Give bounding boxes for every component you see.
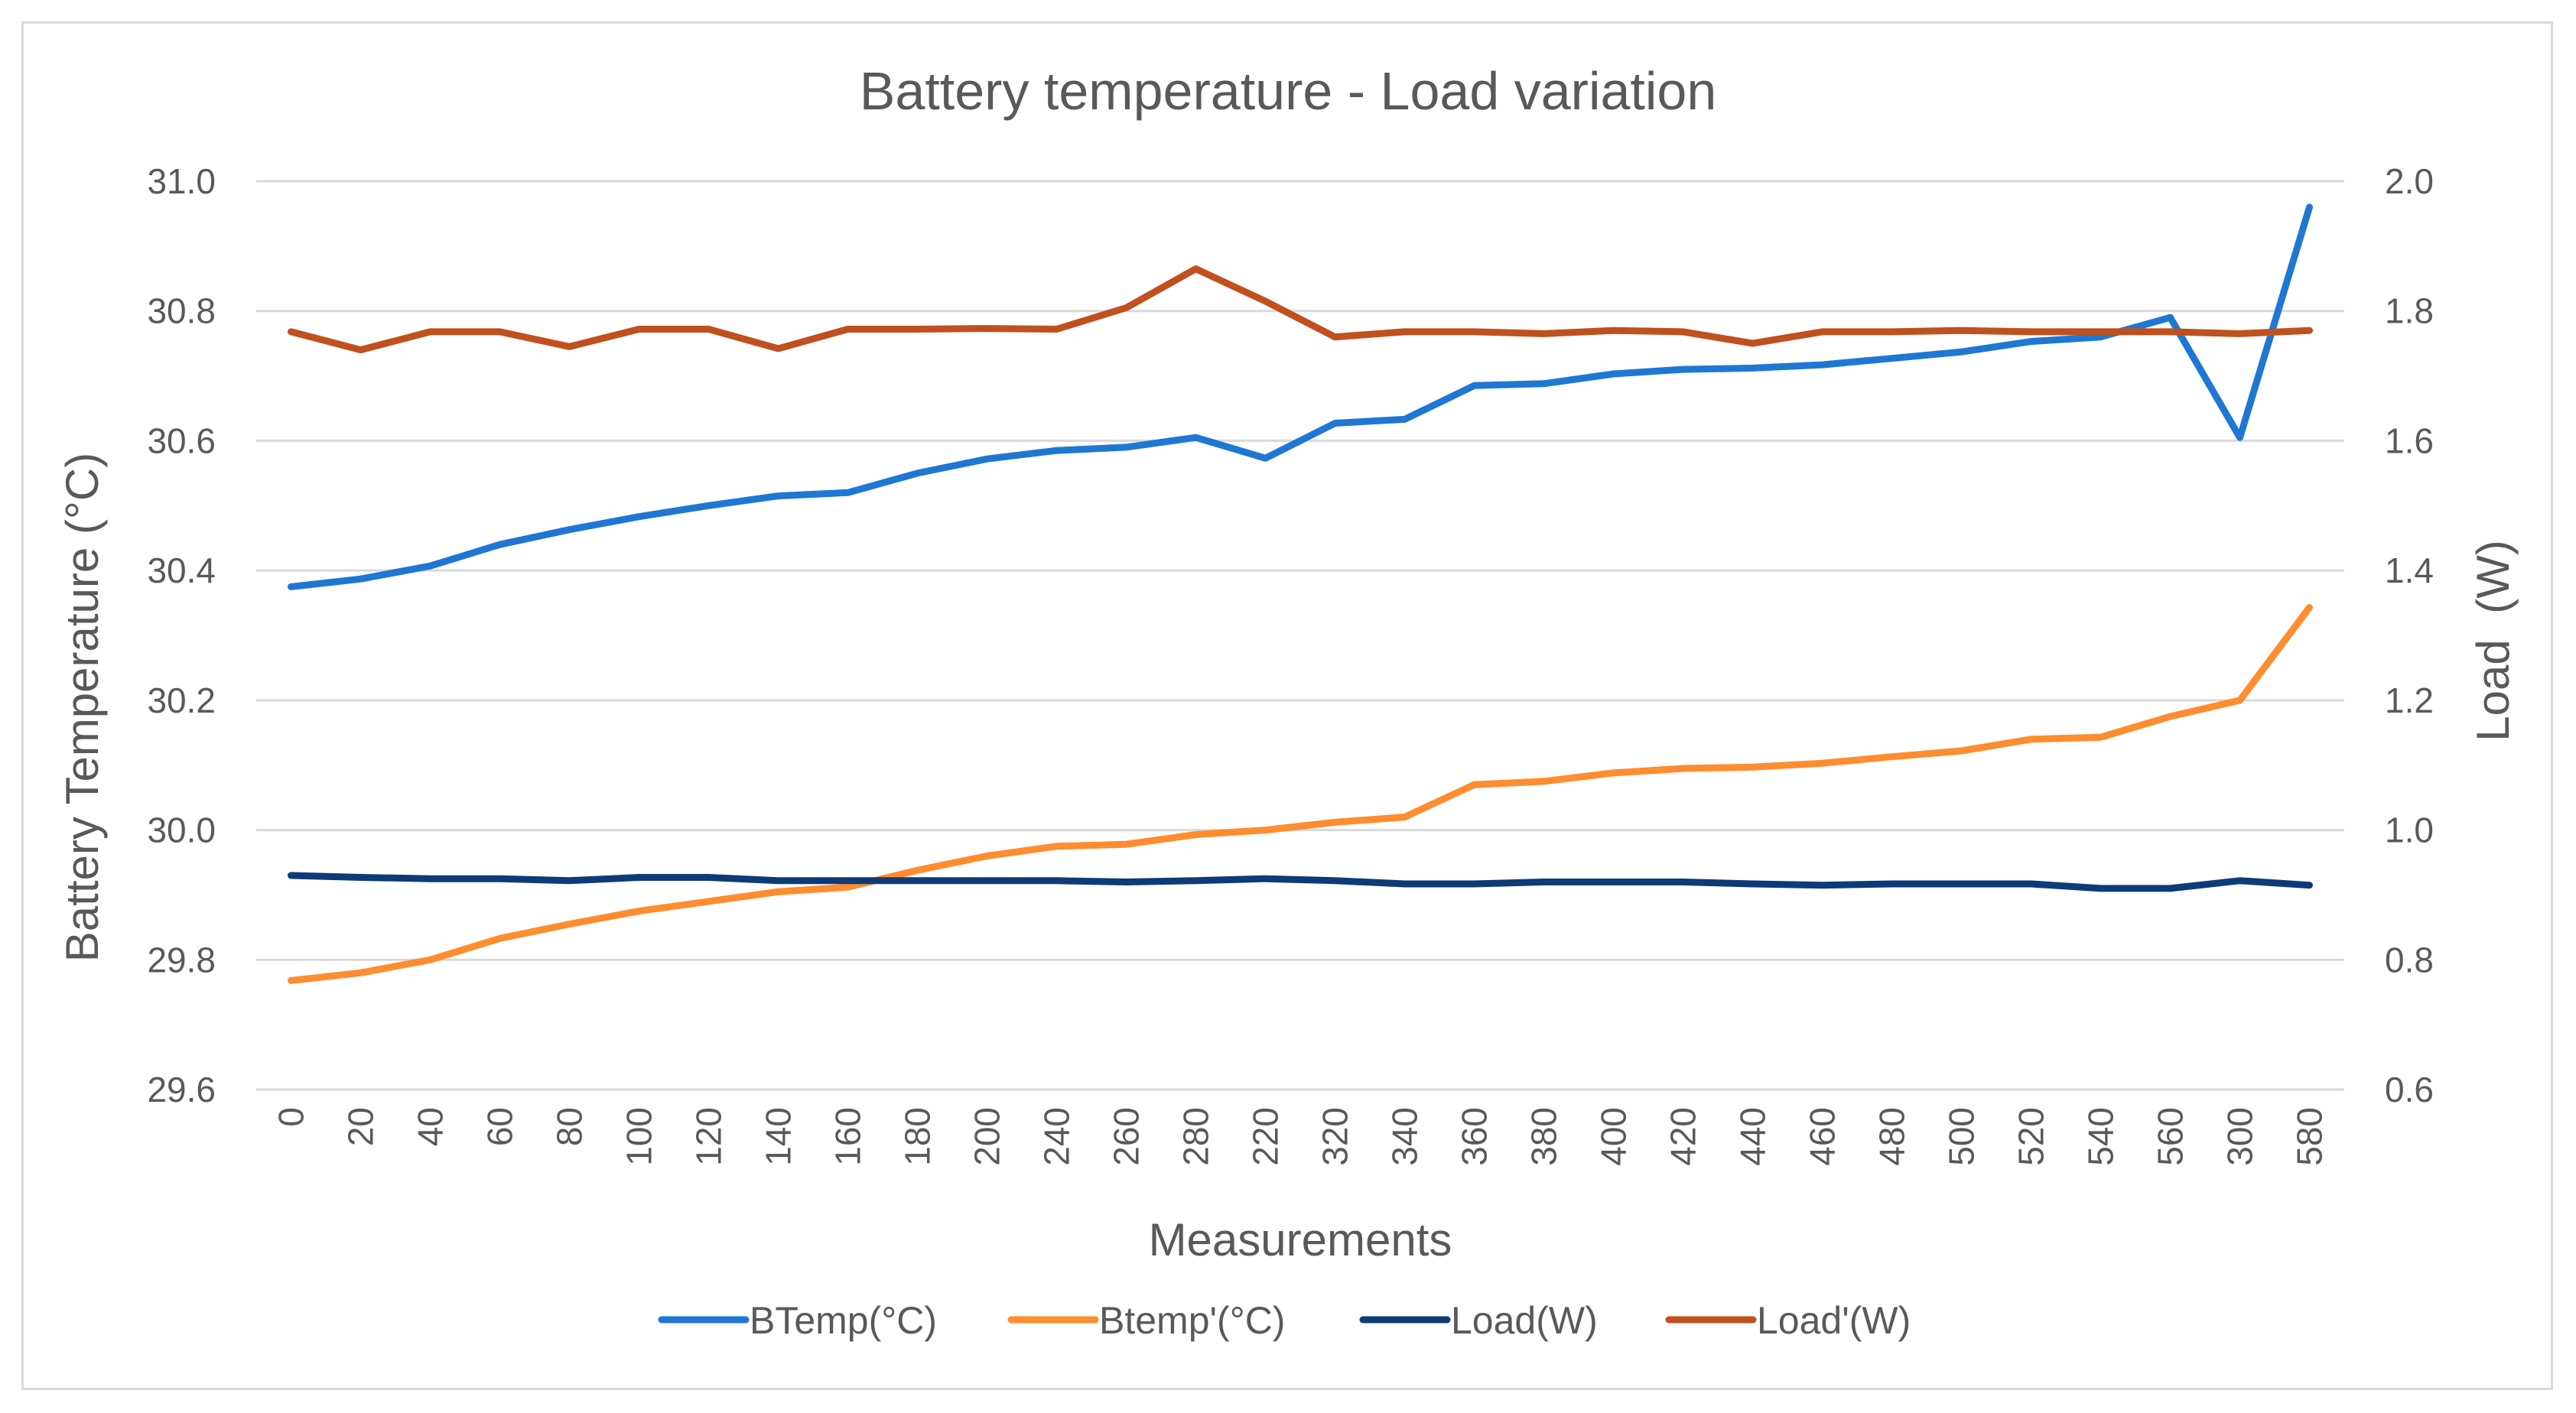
x-tick-label: 380 [1524, 1107, 1564, 1166]
x-tick-label: 60 [480, 1107, 520, 1146]
x-tick-label: 140 [759, 1107, 798, 1166]
x-tick-label: 80 [550, 1107, 590, 1146]
x-tick-label: 300 [2220, 1107, 2260, 1166]
y-tick-label: 30.8 [147, 291, 216, 331]
y2-tick-label: 1.0 [2385, 810, 2434, 850]
series-line-3 [288, 265, 2313, 354]
right-axis-ticks: 0.6 0.8 1.0 1.2 1.4 1.6 1.8 2.0 [2385, 161, 2434, 1109]
y2-tick-label: 1.2 [2385, 681, 2434, 720]
x-tick-label: 500 [1942, 1107, 1982, 1166]
x-tick-label: 40 [411, 1107, 450, 1146]
y2-tick-label: 0.8 [2385, 940, 2434, 979]
x-tick-label: 480 [1872, 1107, 1912, 1166]
x-tick-label: 440 [1733, 1107, 1773, 1166]
x-tick-label: 20 [341, 1107, 381, 1146]
x-tick-label: 320 [1316, 1107, 1355, 1166]
x-tick-label: 120 [689, 1107, 729, 1166]
x-tick-label: 340 [1385, 1107, 1425, 1166]
y2-tick-label: 1.4 [2385, 551, 2434, 590]
left-axis-ticks: 29.6 29.8 30.0 30.2 30.4 30.6 30.8 31.0 [147, 161, 216, 1109]
x-tick-label: 280 [1176, 1107, 1216, 1166]
x-tick-label: 360 [1455, 1107, 1495, 1166]
x-axis-ticks: 0 20 40 60 80 100 120 140 160 180 200 240 260 280 220 3… [272, 1107, 2330, 1166]
x-tick-label: 220 [1246, 1107, 1286, 1166]
series-line-2 [288, 872, 2313, 892]
y-tick-label: 30.6 [147, 421, 216, 460]
y-tick-label: 29.6 [147, 1070, 216, 1109]
y-tick-label: 30.2 [147, 681, 216, 720]
y2-tick-label: 1.8 [2385, 291, 2434, 331]
x-tick-label: 580 [2290, 1107, 2330, 1166]
x-tick-label: 400 [1594, 1107, 1634, 1166]
chart-title: Battery temperature - Load variation [860, 61, 1717, 121]
x-tick-label: 100 [620, 1107, 659, 1166]
legend-label: Load(W) [1451, 1299, 1598, 1342]
series-line-1 [288, 604, 2313, 984]
x-axis-title: Measurements [1149, 1214, 1452, 1265]
y-tick-label: 30.0 [147, 810, 216, 850]
y2-tick-label: 0.6 [2385, 1070, 2434, 1109]
x-tick-label: 160 [828, 1107, 868, 1166]
x-tick-label: 460 [1803, 1107, 1843, 1166]
legend-label: Btemp'(°C) [1099, 1299, 1285, 1342]
y-tick-label: 30.4 [147, 551, 216, 590]
y-axis-title: Battery Temperature (°C) [57, 453, 108, 962]
x-tick-label: 200 [968, 1107, 1007, 1166]
x-tick-label: 260 [1107, 1107, 1147, 1166]
y2-axis-title: Load (W) [2467, 540, 2519, 741]
y-tick-label: 31.0 [147, 161, 216, 201]
x-tick-label: 520 [2012, 1107, 2051, 1166]
x-tick-label: 240 [1037, 1107, 1077, 1166]
chart-frame [21, 21, 2553, 1390]
legend: BTemp(°C) Btemp'(°C) Load(W) Load'(W) [658, 1299, 1911, 1342]
x-tick-label: 540 [2081, 1107, 2121, 1166]
x-tick-label: 560 [2151, 1107, 2191, 1166]
x-tick-label: 420 [1664, 1107, 1703, 1166]
x-tick-label: 0 [272, 1107, 311, 1127]
series-line-0 [288, 203, 2313, 590]
x-tick-label: 180 [898, 1107, 938, 1166]
y-tick-label: 29.8 [147, 940, 216, 979]
y2-tick-label: 2.0 [2385, 161, 2434, 201]
legend-label: Load'(W) [1757, 1299, 1911, 1342]
series-lines [288, 203, 2313, 984]
legend-label: BTemp(°C) [750, 1299, 937, 1342]
y2-tick-label: 1.6 [2385, 421, 2434, 460]
